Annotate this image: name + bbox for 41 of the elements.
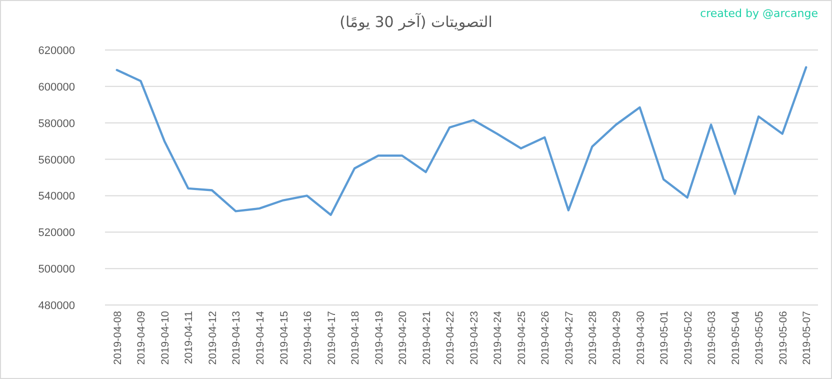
x-tick-label: 2019-04-17 xyxy=(326,310,338,365)
y-tick-label: 600000 xyxy=(38,81,75,94)
x-tick-label: 2019-04-14 xyxy=(254,310,266,365)
chart-title: التصويتات (آخر 30 يومًا) xyxy=(340,12,492,31)
x-tick-label: 2019-04-22 xyxy=(444,310,457,365)
x-tick-label: 2019-04-08 xyxy=(112,310,124,365)
x-tick-label: 2019-04-30 xyxy=(634,310,647,365)
x-tick-label: 2019-04-12 xyxy=(206,310,219,365)
x-tick-label: 2019-04-25 xyxy=(516,310,528,365)
text: created by @arcange xyxy=(700,7,818,20)
x-tick-label: 2019-05-03 xyxy=(706,310,718,365)
x-tick-label: 2019-05-06 xyxy=(777,310,790,365)
x-tick-label: 2019-04-27 xyxy=(563,310,576,365)
y-tick-label: 480000 xyxy=(38,300,75,312)
x-tick-label: 2019-05-05 xyxy=(754,310,766,365)
x-tick-label: 2019-04-13 xyxy=(230,310,243,365)
x-tick-label: 2019-04-21 xyxy=(420,310,433,365)
x-tick-label: 2019-04-29 xyxy=(610,310,623,365)
x-tick-label: 2019-04-15 xyxy=(278,310,290,365)
x-tick-label: 2019-04-23 xyxy=(468,310,480,365)
y-tick-label: 560000 xyxy=(38,154,75,166)
x-tick-label: 2019-04-10 xyxy=(159,310,172,365)
x-tick-label: 2019-04-20 xyxy=(397,310,410,365)
x-tick-label: 2019-05-01 xyxy=(658,310,671,365)
x-tick-label: 2019-05-04 xyxy=(730,310,742,365)
y-tick-label: 620000 xyxy=(38,45,75,57)
x-tick-label: 2019-04-16 xyxy=(302,310,314,365)
y-tick-label: 580000 xyxy=(38,118,75,130)
x-tick-label: 2019-04-26 xyxy=(540,310,552,365)
x-tick-label: 2019-04-24 xyxy=(492,310,504,365)
line-series xyxy=(116,66,808,216)
x-tick-label: 2019-04-09 xyxy=(136,310,148,365)
y-tick-label: 540000 xyxy=(38,190,75,203)
x-tick-label: 2019-05-02 xyxy=(682,310,694,365)
x-tick-label: 2019-05-07 xyxy=(801,310,814,365)
y-tick-label: 500000 xyxy=(38,264,75,276)
y-tick-label: 520000 xyxy=(38,227,75,240)
x-tick-label: 2019-04-11 xyxy=(183,310,196,364)
x-tick-label: 2019-04-18 xyxy=(350,310,362,365)
x-tick-label: 2019-04-28 xyxy=(587,310,600,365)
x-tick-label: 2019-04-19 xyxy=(373,310,386,365)
